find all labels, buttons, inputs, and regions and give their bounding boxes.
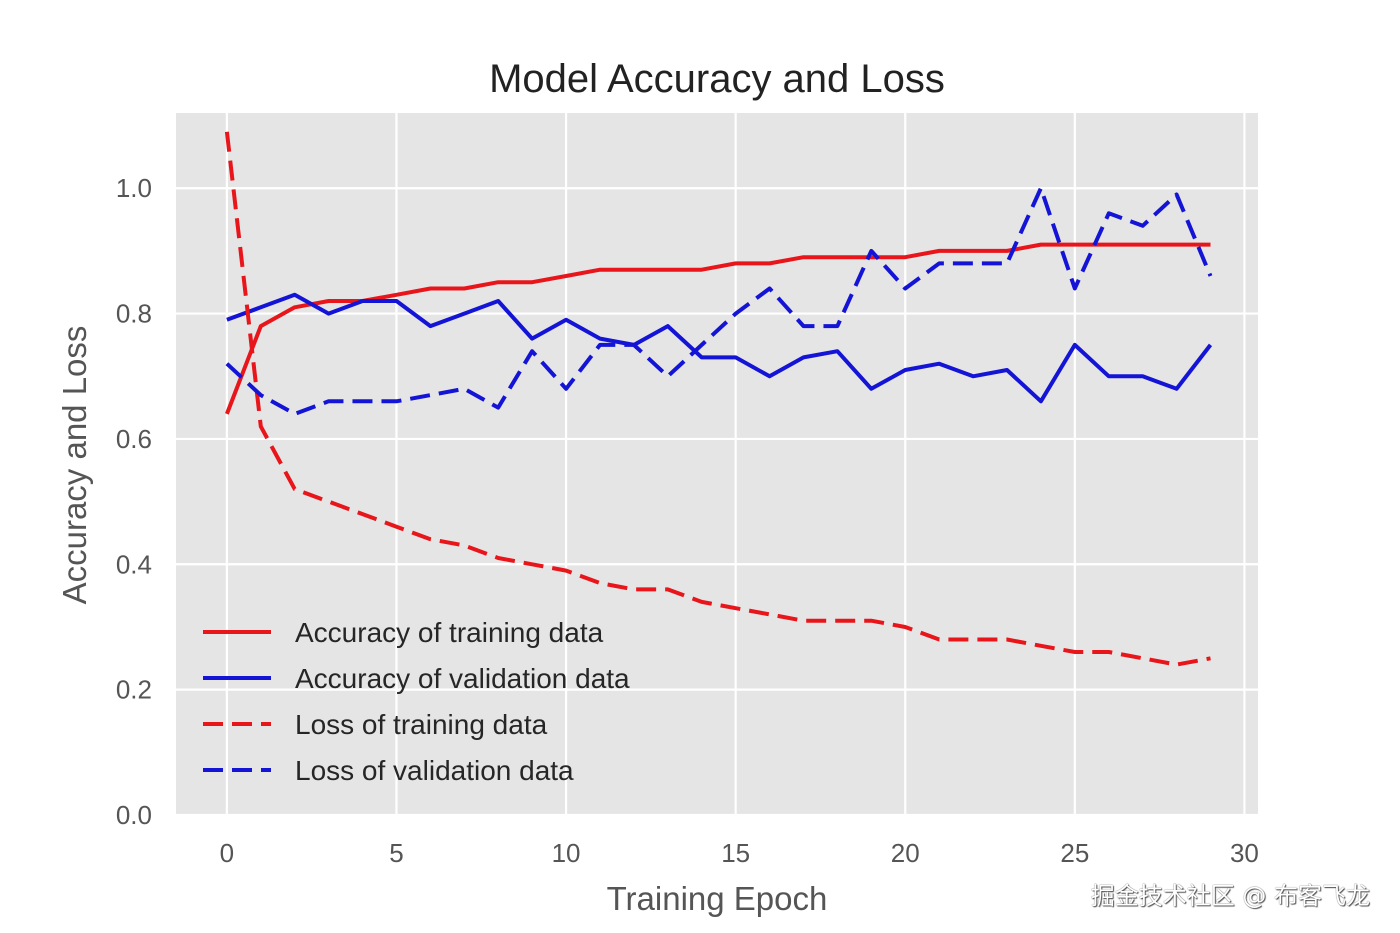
x-tick-label: 0	[220, 838, 234, 868]
watermark: 掘金技术社区 @ 布客飞龙	[1090, 882, 1370, 910]
x-tick-label: 30	[1230, 838, 1259, 868]
series-line-loss-of-training-data	[224, 131, 1211, 667]
chart-title: Model Accuracy and Loss	[489, 57, 945, 101]
series-line-accuracy-of-validation-data	[226, 292, 1213, 404]
x-tick-label: 10	[552, 838, 581, 868]
legend-label: Accuracy of validation data	[295, 663, 630, 694]
y-axis-label: Accuracy and Loss	[56, 326, 93, 605]
series-line-loss-of-validation-data	[225, 186, 1213, 416]
legend-label: Loss of training data	[295, 709, 548, 740]
x-tick-label: 25	[1060, 838, 1089, 868]
series-lines	[224, 131, 1213, 667]
y-tick-label: 0.6	[116, 424, 152, 454]
series-line-accuracy-of-training-data	[225, 242, 1211, 415]
x-tick-label: 5	[389, 838, 403, 868]
grid	[176, 113, 1258, 817]
y-tick-label: 0.8	[116, 299, 152, 329]
y-tick-label: 0.2	[116, 675, 152, 705]
y-tick-label: 0.4	[116, 549, 152, 579]
plot-area	[176, 113, 1258, 815]
legend-label: Loss of validation data	[295, 755, 574, 786]
y-axis-ticks: 0.0 0.2 0.4 0.6 0.8 1.0	[116, 173, 152, 830]
x-axis-ticks: 0 5 10 15 20 25 30	[220, 838, 1259, 868]
y-tick-label: 0.0	[116, 800, 152, 830]
legend: Accuracy of training data Accuracy of val…	[203, 617, 630, 786]
x-tick-label: 15	[721, 838, 750, 868]
x-tick-label: 20	[891, 838, 920, 868]
x-axis-label: Training Epoch	[607, 880, 828, 917]
y-tick-label: 1.0	[116, 173, 152, 203]
legend-label: Accuracy of training data	[295, 617, 604, 648]
